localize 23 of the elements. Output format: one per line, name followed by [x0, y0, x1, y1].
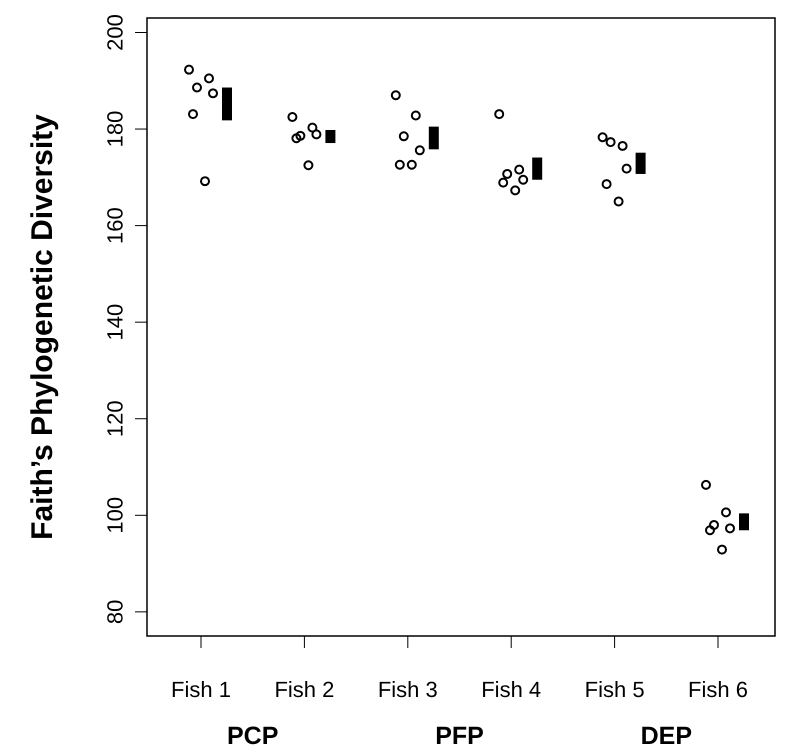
y-tick-label: 120	[102, 400, 128, 438]
text: DEP	[640, 722, 692, 750]
x-tick-label: Fish 4	[481, 677, 542, 702]
y-tick-label: 140	[102, 304, 128, 341]
x-tick-label: Fish 1	[171, 677, 231, 702]
x-tick-label: Fish 5	[584, 677, 645, 702]
y-axis-title: Faith’s Phylogenetic Diversity	[26, 114, 59, 540]
bar	[428, 126, 439, 150]
y-tick-label: 100	[102, 496, 128, 534]
y-tick-label: 80	[102, 600, 128, 624]
bar	[636, 152, 646, 174]
text: PCP	[226, 722, 278, 750]
x-tick-label: Fish 6	[688, 677, 748, 702]
x-tick-label: Fish 3	[378, 677, 438, 702]
y-tick-label: 200	[102, 14, 128, 51]
y-tick-label: 160	[102, 207, 128, 244]
x-tick-label: Fish 2	[274, 677, 334, 702]
text: PFP	[435, 722, 484, 750]
y-tick-label: 180	[102, 110, 128, 148]
bar	[325, 130, 336, 144]
bar	[532, 158, 542, 180]
bar	[222, 88, 232, 120]
bar	[739, 513, 749, 530]
